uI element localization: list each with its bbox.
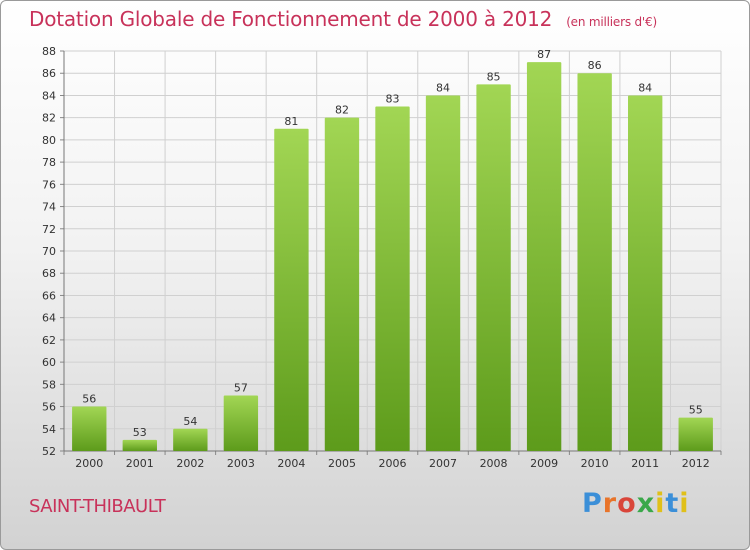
logo-letter: r bbox=[602, 488, 618, 519]
x-tick-label: 2001 bbox=[126, 457, 154, 470]
data-label: 56 bbox=[82, 393, 96, 406]
x-tick-label: 2011 bbox=[631, 457, 659, 470]
logo-letter: o bbox=[617, 488, 637, 519]
logo-letter: x bbox=[636, 488, 656, 519]
data-label: 84 bbox=[638, 81, 652, 94]
bar bbox=[375, 106, 410, 452]
chart-subtitle: (en milliers d'€) bbox=[566, 15, 657, 29]
bar bbox=[173, 428, 208, 451]
y-tick-label: 66 bbox=[42, 289, 56, 302]
logo-letter: i bbox=[679, 488, 690, 519]
x-tick-label: 2009 bbox=[530, 457, 558, 470]
bar bbox=[223, 395, 259, 451]
x-tick-label: 2007 bbox=[429, 457, 457, 470]
logo-letter: t bbox=[665, 488, 680, 519]
y-tick-label: 54 bbox=[42, 423, 56, 436]
bar bbox=[577, 73, 612, 451]
bar bbox=[526, 62, 562, 451]
y-tick-label: 56 bbox=[42, 401, 56, 414]
y-tick-label: 84 bbox=[42, 89, 56, 102]
x-tick-label: 2010 bbox=[581, 457, 609, 470]
x-tick-label: 2006 bbox=[379, 457, 407, 470]
logo-letter: P bbox=[582, 488, 603, 519]
data-label: 53 bbox=[133, 426, 147, 439]
data-label: 54 bbox=[183, 415, 197, 428]
data-label: 57 bbox=[234, 381, 248, 394]
bars bbox=[72, 62, 713, 452]
y-tick-label: 70 bbox=[42, 245, 56, 258]
bar bbox=[122, 439, 157, 451]
title-text: Dotation Globale de Fonctionnement de 20… bbox=[29, 7, 553, 31]
logo-letter: i bbox=[655, 488, 666, 519]
axes: 52 54 56 58 60 62 64 66 68 70 72 74 76 78 80 82 84 86 88 20… bbox=[42, 45, 722, 470]
x-tick-label: 2008 bbox=[480, 457, 508, 470]
bar bbox=[274, 128, 309, 451]
y-tick-label: 60 bbox=[42, 356, 56, 369]
y-tick-label: 82 bbox=[42, 112, 56, 125]
chart-title: Dotation Globale de Fonctionnement de 20… bbox=[29, 7, 657, 31]
y-tick-label: 64 bbox=[42, 312, 56, 325]
proxiti-logo[interactable]: Proxiti bbox=[582, 488, 690, 519]
data-labels: 56 53 54 57 81 82 83 84 85 87 86 84 55 bbox=[82, 48, 702, 439]
y-tick-label: 52 bbox=[42, 445, 56, 458]
bar bbox=[324, 117, 360, 452]
y-tick-label: 78 bbox=[42, 156, 56, 169]
y-tick-label: 76 bbox=[42, 178, 56, 191]
data-label: 81 bbox=[284, 115, 298, 128]
bar bbox=[72, 406, 107, 451]
y-tick-label: 72 bbox=[42, 223, 56, 236]
y-tick-label: 88 bbox=[42, 45, 56, 58]
bar bbox=[678, 417, 713, 451]
y-tick-label: 68 bbox=[42, 267, 56, 280]
bar bbox=[628, 95, 663, 451]
y-tick-label: 80 bbox=[42, 134, 56, 147]
commune-name: SAINT-THIBAULT bbox=[29, 496, 166, 517]
data-label: 86 bbox=[588, 59, 602, 72]
data-label: 55 bbox=[689, 404, 703, 417]
y-tick-label: 62 bbox=[42, 334, 56, 347]
x-tick-label: 2004 bbox=[277, 457, 305, 470]
data-label: 85 bbox=[487, 70, 501, 83]
bar bbox=[476, 84, 511, 451]
x-tick-label: 2003 bbox=[227, 457, 255, 470]
bar bbox=[425, 95, 461, 451]
x-tick-label: 2002 bbox=[176, 457, 204, 470]
data-label: 82 bbox=[335, 104, 349, 117]
y-tick-label: 74 bbox=[42, 201, 56, 214]
x-tick-label: 2000 bbox=[75, 457, 103, 470]
y-tick-label: 58 bbox=[42, 378, 56, 391]
data-label: 84 bbox=[436, 81, 450, 94]
data-label: 83 bbox=[386, 93, 400, 106]
y-tick-label: 86 bbox=[42, 67, 56, 80]
data-label: 87 bbox=[537, 48, 551, 61]
x-tick-label: 2012 bbox=[682, 457, 710, 470]
x-tick-label: 2005 bbox=[328, 457, 356, 470]
